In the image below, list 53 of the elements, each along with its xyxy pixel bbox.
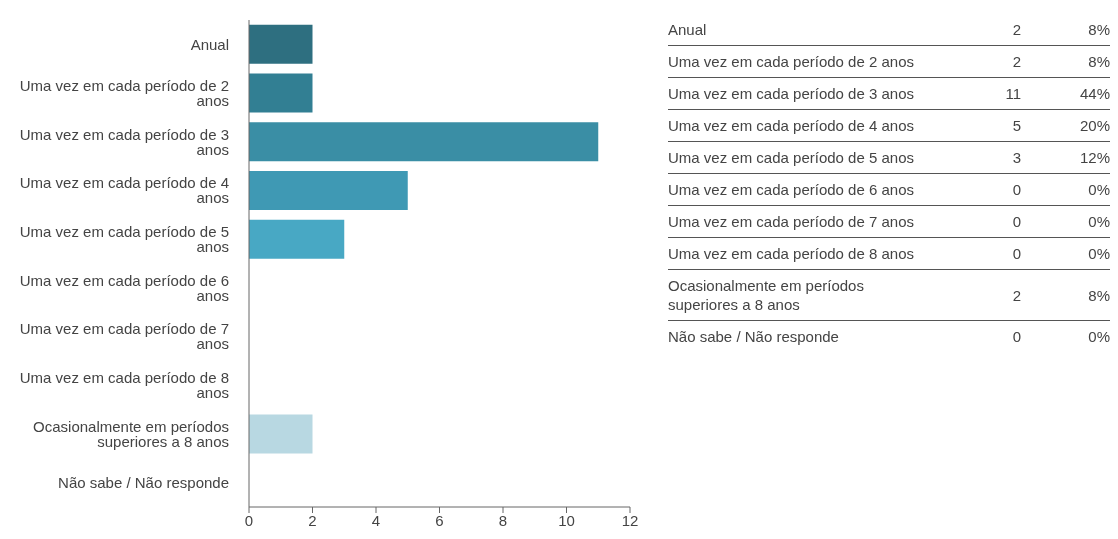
category-label: Uma vez em cada período de 3 anos (668, 84, 915, 104)
data-label: 0% (1087, 327, 1110, 347)
data-label: 0 (1011, 327, 1022, 347)
data-label: 2 (1011, 20, 1022, 40)
y-tick-label: Uma vez em cada período de 3 anos (19, 125, 229, 158)
category-label: Anual (668, 20, 708, 40)
x-tick-label: 0 (244, 511, 254, 529)
y-tick-label: Uma vez em cada período de 7 anos (19, 320, 229, 353)
data-label: 2 (1011, 285, 1022, 306)
bar (249, 24, 313, 64)
data-label: 44% (1078, 84, 1110, 104)
x-tick-label: 10 (558, 511, 575, 529)
data-label: 12% (1078, 148, 1110, 168)
data-label: 0 (1011, 180, 1022, 200)
data-label: 2 (1011, 52, 1022, 72)
category-label: Uma vez em cada período de 4 anos (668, 116, 915, 136)
y-tick-label: Ocasionalmente em períodos superiores a 8 anos (33, 417, 229, 450)
x-tick-label: 8 (498, 511, 508, 529)
category-label: Uma vez em cada período de 8 anos (668, 244, 915, 264)
x-tick-label: 4 (371, 511, 381, 529)
y-tick-label: Não sabe / Não responde (58, 473, 229, 491)
data-label: 11 (1004, 84, 1022, 104)
y-tick-label: Uma vez em cada período de 5 anos (19, 222, 229, 255)
data-label: 8% (1087, 20, 1110, 40)
data-label: 0% (1087, 212, 1110, 232)
x-tick-label: 2 (308, 511, 317, 529)
y-tick-label: Uma vez em cada período de 6 anos (19, 271, 229, 304)
x-tick-label: 6 (435, 511, 444, 529)
bar (249, 122, 599, 162)
category-label: Não sabe / Não responde (668, 327, 840, 347)
data-label: 0% (1087, 244, 1110, 264)
data-label: 8% (1087, 52, 1110, 72)
data-label: 0 (1011, 212, 1022, 232)
data-label: 0 (1011, 244, 1022, 264)
y-tick-label: Uma vez em cada período de 4 anos (19, 174, 229, 207)
data-label: 5 (1011, 116, 1022, 136)
category-label: Ocasionalmente em períodos superiores a 8 anos (668, 276, 865, 315)
x-tick-label: 12 (621, 511, 639, 529)
bar (249, 219, 345, 259)
data-label: 20% (1078, 116, 1110, 136)
y-tick-label: Uma vez em cada período de 8 anos (19, 369, 229, 402)
data-label: 3 (1011, 148, 1022, 168)
bar (249, 73, 313, 113)
category-label: Uma vez em cada período de 7 anos (668, 212, 915, 232)
bar (249, 170, 408, 210)
y-tick-label: Uma vez em cada período de 2 anos (19, 76, 229, 109)
data-label: 8% (1087, 285, 1110, 306)
category-label: Uma vez em cada período de 5 anos (668, 148, 915, 168)
y-tick-label: Anual (190, 35, 229, 53)
category-label: Uma vez em cada período de 6 anos (668, 180, 915, 200)
data-label: 0% (1087, 180, 1110, 200)
category-label: Uma vez em cada período de 2 anos (668, 52, 915, 72)
bar (249, 414, 313, 454)
